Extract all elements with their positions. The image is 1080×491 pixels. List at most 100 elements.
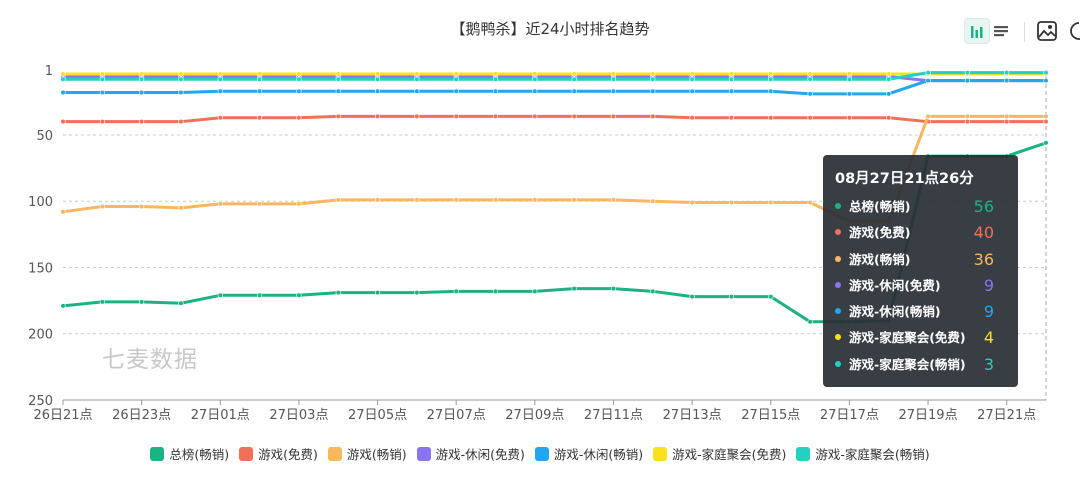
- data-point[interactable]: [414, 290, 420, 296]
- data-point[interactable]: [768, 294, 774, 300]
- data-point[interactable]: [571, 286, 577, 292]
- data-point[interactable]: [139, 76, 145, 82]
- data-point[interactable]: [257, 292, 263, 298]
- data-point[interactable]: [335, 113, 341, 119]
- data-point[interactable]: [217, 88, 223, 94]
- data-point[interactable]: [846, 115, 853, 121]
- data-point[interactable]: [1043, 70, 1049, 76]
- data-point[interactable]: [492, 76, 499, 82]
- data-point[interactable]: [532, 113, 538, 119]
- data-point[interactable]: [178, 71, 184, 77]
- series-line[interactable]: [63, 114, 1046, 124]
- data-point[interactable]: [886, 71, 892, 77]
- data-point[interactable]: [374, 290, 381, 296]
- data-point[interactable]: [1004, 70, 1010, 76]
- data-point[interactable]: [492, 197, 499, 203]
- data-point[interactable]: [335, 197, 341, 203]
- data-point[interactable]: [453, 197, 459, 203]
- data-point[interactable]: [296, 88, 302, 94]
- data-point[interactable]: [768, 88, 774, 94]
- data-point[interactable]: [414, 76, 420, 82]
- data-point[interactable]: [728, 294, 735, 300]
- data-point[interactable]: [886, 91, 892, 97]
- data-point[interactable]: [99, 203, 105, 210]
- data-point[interactable]: [768, 115, 774, 121]
- legend-item[interactable]: 游戏-休闲(免费): [416, 444, 525, 463]
- data-point[interactable]: [139, 71, 145, 77]
- data-point[interactable]: [492, 113, 499, 119]
- data-point[interactable]: [453, 71, 459, 77]
- data-point[interactable]: [532, 288, 538, 294]
- data-point[interactable]: [610, 71, 617, 77]
- data-point[interactable]: [414, 113, 420, 119]
- data-point[interactable]: [139, 203, 145, 210]
- data-point[interactable]: [650, 71, 656, 77]
- data-point[interactable]: [453, 113, 459, 119]
- data-point[interactable]: [925, 78, 931, 84]
- data-point[interactable]: [1043, 140, 1049, 146]
- data-point[interactable]: [414, 197, 420, 203]
- data-point[interactable]: [99, 89, 105, 96]
- data-point[interactable]: [335, 88, 341, 94]
- data-point[interactable]: [453, 288, 459, 294]
- legend-item[interactable]: 游戏-休闲(畅销): [534, 444, 643, 463]
- data-point[interactable]: [610, 286, 617, 292]
- data-point[interactable]: [728, 88, 735, 94]
- data-point[interactable]: [846, 91, 853, 97]
- data-point[interactable]: [453, 88, 459, 94]
- data-point[interactable]: [571, 197, 577, 203]
- data-point[interactable]: [1004, 113, 1010, 119]
- data-point[interactable]: [846, 76, 853, 82]
- data-point[interactable]: [60, 209, 66, 215]
- data-point[interactable]: [178, 76, 184, 82]
- data-point[interactable]: [453, 76, 459, 82]
- data-point[interactable]: [178, 89, 184, 96]
- series-line[interactable]: [63, 75, 1046, 83]
- data-point[interactable]: [964, 70, 970, 76]
- data-point[interactable]: [178, 119, 184, 125]
- data-point[interactable]: [964, 119, 970, 125]
- data-point[interactable]: [689, 71, 695, 77]
- data-point[interactable]: [414, 71, 420, 77]
- legend-item[interactable]: 总榜(畅销): [150, 444, 229, 463]
- data-point[interactable]: [650, 113, 656, 119]
- data-point[interactable]: [335, 71, 341, 77]
- data-point[interactable]: [60, 71, 66, 77]
- data-point[interactable]: [610, 197, 617, 203]
- data-point[interactable]: [217, 201, 223, 207]
- data-point[interactable]: [650, 76, 656, 82]
- data-point[interactable]: [728, 71, 735, 77]
- data-point[interactable]: [296, 71, 302, 77]
- data-point[interactable]: [964, 78, 970, 84]
- data-point[interactable]: [217, 292, 223, 298]
- data-point[interactable]: [768, 76, 774, 82]
- legend-item[interactable]: 游戏(畅销): [327, 444, 407, 463]
- data-point[interactable]: [610, 113, 617, 119]
- data-point[interactable]: [571, 88, 577, 94]
- data-point[interactable]: [728, 115, 735, 121]
- data-point[interactable]: [532, 71, 538, 77]
- data-point[interactable]: [178, 205, 184, 211]
- data-point[interactable]: [60, 303, 66, 309]
- data-point[interactable]: [374, 71, 381, 77]
- data-point[interactable]: [99, 299, 105, 305]
- data-point[interactable]: [374, 88, 381, 94]
- data-point[interactable]: [139, 89, 145, 96]
- data-point[interactable]: [886, 115, 892, 121]
- data-point[interactable]: [296, 115, 302, 121]
- data-point[interactable]: [99, 71, 105, 77]
- data-point[interactable]: [689, 88, 695, 94]
- legend-item[interactable]: 游戏(免费): [239, 444, 318, 463]
- data-point[interactable]: [257, 115, 263, 121]
- data-point[interactable]: [178, 300, 184, 306]
- data-point[interactable]: [60, 76, 66, 82]
- data-point[interactable]: [807, 71, 813, 77]
- data-point[interactable]: [296, 201, 302, 207]
- refresh-icon[interactable]: [1066, 18, 1080, 44]
- data-point[interactable]: [728, 199, 735, 206]
- data-point[interactable]: [374, 76, 381, 82]
- data-point[interactable]: [571, 113, 577, 119]
- data-point[interactable]: [217, 71, 223, 77]
- data-point[interactable]: [492, 88, 499, 94]
- data-point[interactable]: [217, 76, 223, 82]
